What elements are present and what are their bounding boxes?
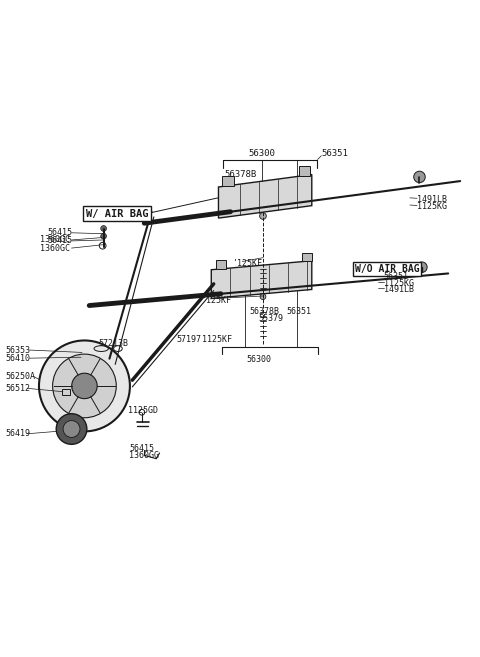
Circle shape bbox=[39, 340, 130, 432]
Bar bbox=[216, 260, 226, 269]
Circle shape bbox=[56, 414, 87, 444]
Text: 57213B: 57213B bbox=[99, 339, 129, 348]
Circle shape bbox=[417, 262, 427, 273]
Circle shape bbox=[53, 354, 116, 418]
Circle shape bbox=[414, 171, 425, 183]
Text: 56415: 56415 bbox=[129, 443, 154, 453]
Circle shape bbox=[72, 373, 97, 399]
Polygon shape bbox=[211, 261, 312, 298]
Bar bbox=[62, 389, 70, 395]
Text: 56353: 56353 bbox=[5, 346, 31, 355]
Text: 1491LB: 1491LB bbox=[384, 284, 414, 294]
Text: '125KF: '125KF bbox=[233, 260, 263, 269]
Text: '125KF: '125KF bbox=[202, 296, 232, 306]
Bar bbox=[299, 166, 311, 175]
Text: 56351: 56351 bbox=[322, 149, 348, 158]
Text: 1125KG: 1125KG bbox=[384, 279, 414, 288]
Text: 56512: 56512 bbox=[5, 384, 31, 393]
Text: 1360GG: 1360GG bbox=[129, 451, 159, 460]
Text: 56415: 56415 bbox=[48, 237, 72, 246]
Text: 1360GC: 1360GC bbox=[40, 244, 70, 252]
Text: 57197: 57197 bbox=[177, 334, 202, 344]
Text: 56351: 56351 bbox=[384, 272, 408, 281]
Text: 1360GC: 1360GC bbox=[40, 235, 70, 244]
Text: 56351: 56351 bbox=[286, 307, 311, 316]
Text: 1125KG: 1125KG bbox=[417, 202, 447, 211]
Text: 56378B: 56378B bbox=[225, 170, 257, 179]
Text: 56300: 56300 bbox=[248, 149, 275, 158]
Text: 55379: 55379 bbox=[258, 315, 283, 323]
Circle shape bbox=[63, 420, 80, 438]
Text: W/O AIR BAG: W/O AIR BAG bbox=[355, 263, 420, 274]
Text: 56415: 56415 bbox=[48, 228, 72, 237]
Text: 1125GD: 1125GD bbox=[128, 406, 157, 415]
Text: 56419: 56419 bbox=[5, 429, 31, 438]
Bar bbox=[222, 176, 234, 186]
Text: 1491LB: 1491LB bbox=[417, 194, 447, 204]
Text: 1125KF: 1125KF bbox=[202, 334, 232, 344]
Text: W/ AIR BAG: W/ AIR BAG bbox=[86, 209, 148, 219]
Polygon shape bbox=[218, 175, 312, 218]
Text: 56300: 56300 bbox=[247, 355, 272, 363]
Text: 56410: 56410 bbox=[5, 353, 31, 363]
Text: 56378B: 56378B bbox=[250, 307, 279, 316]
Bar bbox=[302, 252, 312, 261]
Text: 56250A: 56250A bbox=[5, 372, 36, 381]
Circle shape bbox=[260, 294, 266, 300]
Circle shape bbox=[260, 213, 266, 219]
Circle shape bbox=[101, 233, 107, 239]
Circle shape bbox=[101, 225, 107, 231]
